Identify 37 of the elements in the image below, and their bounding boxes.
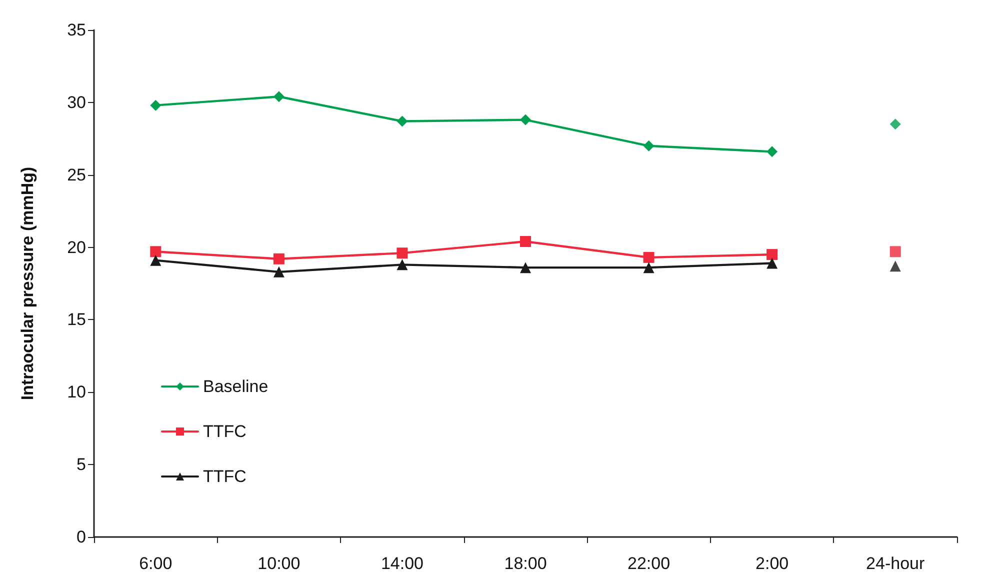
y-tick-label: 10 (67, 382, 86, 402)
point (273, 91, 284, 102)
point (520, 114, 531, 126)
x-tick-label: 2:00 (756, 554, 789, 573)
point (766, 258, 778, 269)
y-axis-title: Intraocular pressure (mmHg) (18, 166, 37, 400)
point (273, 266, 284, 278)
x-tick-label: 18:00 (504, 554, 547, 573)
point (396, 248, 408, 259)
point (273, 253, 284, 264)
point (150, 100, 162, 111)
x-tick-label: 14:00 (380, 554, 424, 573)
y-tick-label: 35 (67, 20, 86, 40)
point (766, 146, 778, 158)
point (396, 259, 408, 270)
y-tick-label: 25 (67, 165, 86, 184)
x-tick-label: 24-hour (866, 554, 925, 573)
point (643, 262, 654, 274)
point (643, 252, 654, 263)
legend-label: Baseline (203, 377, 268, 396)
y-tick-label: 30 (67, 92, 86, 112)
point (150, 254, 162, 266)
y-tick-label: 15 (67, 310, 86, 330)
x-tick-label: 10:00 (258, 554, 300, 573)
x-tick-label: 6:00 (139, 554, 172, 573)
y-tick-label: 20 (67, 238, 86, 257)
point (520, 236, 531, 247)
point (396, 116, 408, 127)
x-tick-label: 22:00 (628, 554, 670, 573)
point (520, 262, 531, 274)
point (766, 249, 778, 260)
point (643, 140, 654, 152)
legend-label: TTFC (203, 467, 246, 486)
y-tick-label: 0 (76, 528, 86, 546)
y-tick-label: 5 (76, 455, 86, 474)
point (150, 246, 162, 258)
legend-label: TTFC (203, 422, 246, 441)
